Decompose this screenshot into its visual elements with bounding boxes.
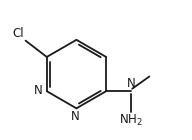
Text: NH$_2$: NH$_2$ bbox=[119, 113, 143, 128]
Text: N: N bbox=[70, 110, 79, 123]
Text: N: N bbox=[34, 84, 43, 97]
Text: N: N bbox=[127, 77, 136, 90]
Text: Cl: Cl bbox=[12, 27, 24, 40]
